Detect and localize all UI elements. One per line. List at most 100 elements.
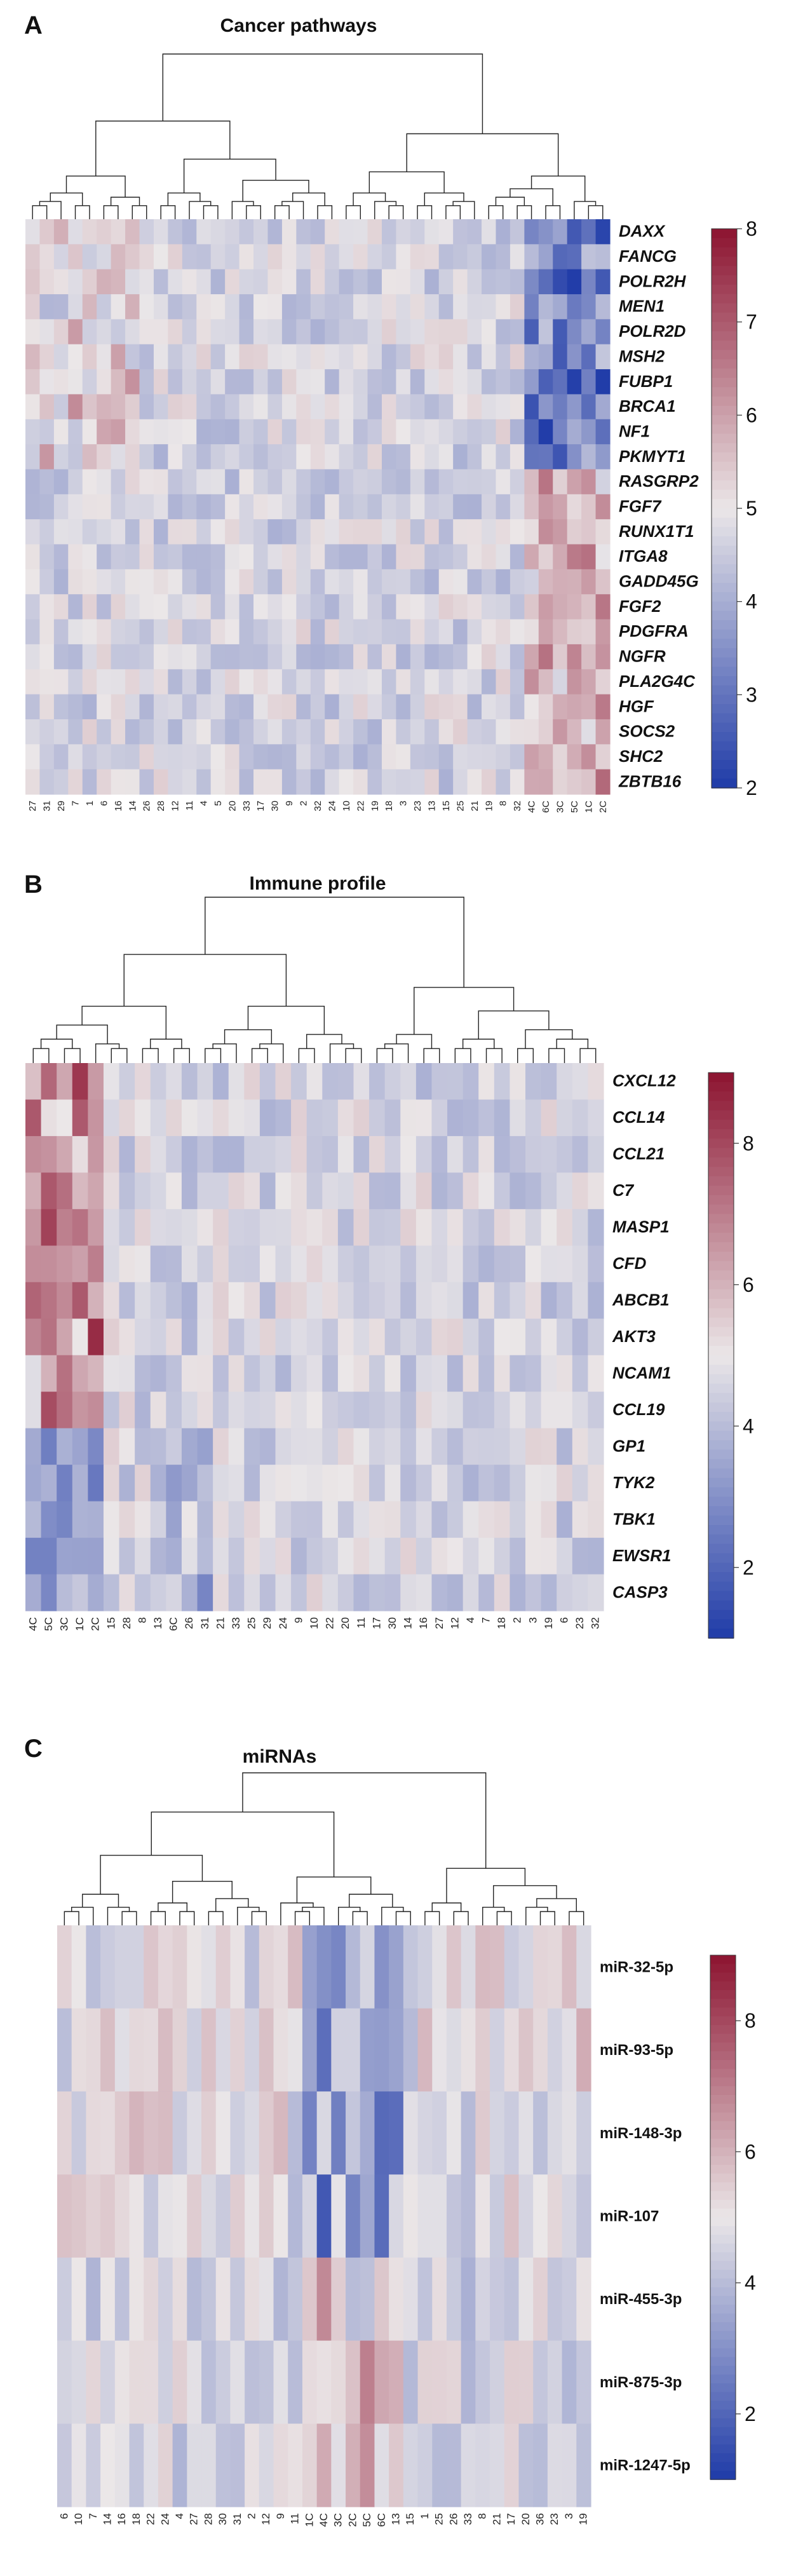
column-label: 5C: [569, 801, 580, 813]
heatmap-cell: [453, 294, 468, 320]
heatmap-cell: [119, 1099, 135, 1137]
heatmap-cell: [562, 1925, 577, 2009]
dendrogram-branch: [353, 193, 386, 206]
heatmap-cell: [275, 1282, 292, 1319]
column-label: 5C: [43, 1617, 55, 1631]
heatmap-cell: [228, 1245, 245, 1283]
colorbar-segment: [708, 1346, 734, 1356]
heatmap-cell: [275, 1209, 292, 1246]
heatmap-cell: [510, 1172, 526, 1210]
heatmap-cell: [267, 519, 283, 545]
heatmap-cell: [197, 1099, 213, 1137]
panel-b-title: Immune profile: [249, 873, 386, 894]
heatmap-cell: [538, 269, 553, 295]
heatmap-mirnas: miR-32-5pmiR-93-5pmiR-148-3pmiR-107miR-4…: [57, 1772, 756, 2527]
heatmap-cell: [510, 744, 525, 770]
heatmap-cell: [139, 319, 154, 345]
colorbar-segment: [710, 2095, 736, 2105]
heatmap-cell: [417, 2423, 433, 2507]
heatmap-cell: [150, 1574, 166, 1611]
heatmap-cell: [432, 1925, 447, 2009]
heatmap-cell: [438, 544, 454, 570]
heatmap-cell: [275, 1428, 292, 1465]
heatmap-cell: [168, 769, 183, 795]
heatmap-cell: [557, 1245, 573, 1283]
heatmap-cell: [166, 1099, 182, 1137]
column-label: 27: [188, 2513, 200, 2525]
heatmap-cell: [346, 2174, 361, 2258]
dendrogram-branch: [478, 1010, 550, 1040]
heatmap-cell: [150, 1355, 166, 1392]
colorbar-segment: [710, 2278, 736, 2288]
heatmap-cell: [68, 769, 83, 795]
heatmap-cell: [322, 1172, 339, 1210]
heatmap-cell: [588, 1465, 604, 1502]
heatmap-cell: [567, 644, 582, 670]
heatmap-cell: [588, 1209, 604, 1246]
heatmap-cell: [182, 444, 197, 470]
heatmap-cell: [310, 694, 325, 720]
colorbar-segment: [712, 583, 737, 593]
heatmap-cell: [453, 319, 468, 345]
colorbar-segment: [710, 2383, 736, 2393]
heatmap-cell: [129, 2340, 144, 2424]
heatmap-cell: [367, 294, 382, 320]
heatmap-cell: [181, 1063, 198, 1101]
heatmap-cell: [533, 2257, 548, 2342]
heatmap-cell: [353, 469, 368, 495]
heatmap-cell: [296, 394, 311, 420]
heatmap-cell: [482, 494, 497, 520]
heatmap-cell: [557, 1501, 573, 1538]
colorbar-segment: [708, 1120, 734, 1130]
column-label: 14: [402, 1617, 414, 1629]
heatmap-cell: [103, 1135, 120, 1173]
column-label: 13: [427, 801, 438, 811]
heatmap-cell: [253, 269, 269, 295]
heatmap-cell: [213, 1428, 229, 1465]
row-label: FGF2: [619, 597, 661, 616]
heatmap-cell: [403, 2008, 419, 2092]
heatmap-cell: [424, 344, 440, 370]
heatmap-cell: [415, 1245, 433, 1283]
heatmap-cell: [111, 744, 126, 770]
heatmap-cell: [353, 419, 368, 445]
heatmap-cell: [431, 1574, 448, 1611]
heatmap-cell: [228, 1538, 245, 1575]
heatmap-cell: [396, 719, 411, 745]
heatmap-cell: [39, 444, 55, 470]
heatmap-cell: [213, 1135, 229, 1173]
heatmap-cell: [25, 669, 41, 695]
heatmap-cell: [275, 1392, 292, 1429]
heatmap-cell: [595, 469, 611, 495]
column-label: 20: [339, 1617, 351, 1629]
heatmap-cell: [153, 744, 168, 770]
heatmap-cell: [244, 1392, 260, 1429]
heatmap-cell: [325, 694, 340, 720]
heatmap-cell: [339, 394, 354, 420]
heatmap-cell: [467, 769, 482, 795]
heatmap-cell: [462, 1501, 479, 1538]
column-label: 29: [261, 1617, 273, 1629]
heatmap-cell: [325, 544, 340, 570]
heatmap-cell: [139, 419, 154, 445]
heatmap-cell: [581, 719, 597, 745]
heatmap-cell: [339, 294, 354, 320]
heatmap-cell: [210, 644, 226, 670]
heatmap-cell: [196, 769, 212, 795]
heatmap-cell: [225, 769, 240, 795]
heatmap-cell: [166, 1538, 182, 1575]
heatmap-cell: [541, 1099, 557, 1137]
heatmap-cell: [384, 1099, 401, 1137]
heatmap-cell: [496, 419, 511, 445]
heatmap-cell: [41, 1063, 57, 1101]
heatmap-cell: [567, 344, 582, 370]
heatmap-cell: [518, 2008, 534, 2092]
heatmap-cell: [25, 244, 41, 270]
heatmap-cell: [196, 744, 212, 770]
heatmap-cell: [41, 1172, 57, 1210]
heatmap-cell: [275, 1538, 292, 1575]
row-label: NF1: [619, 421, 650, 440]
heatmap-cell: [322, 1428, 339, 1465]
heatmap-cell: [139, 369, 154, 395]
colorbar-segment: [708, 1081, 734, 1092]
